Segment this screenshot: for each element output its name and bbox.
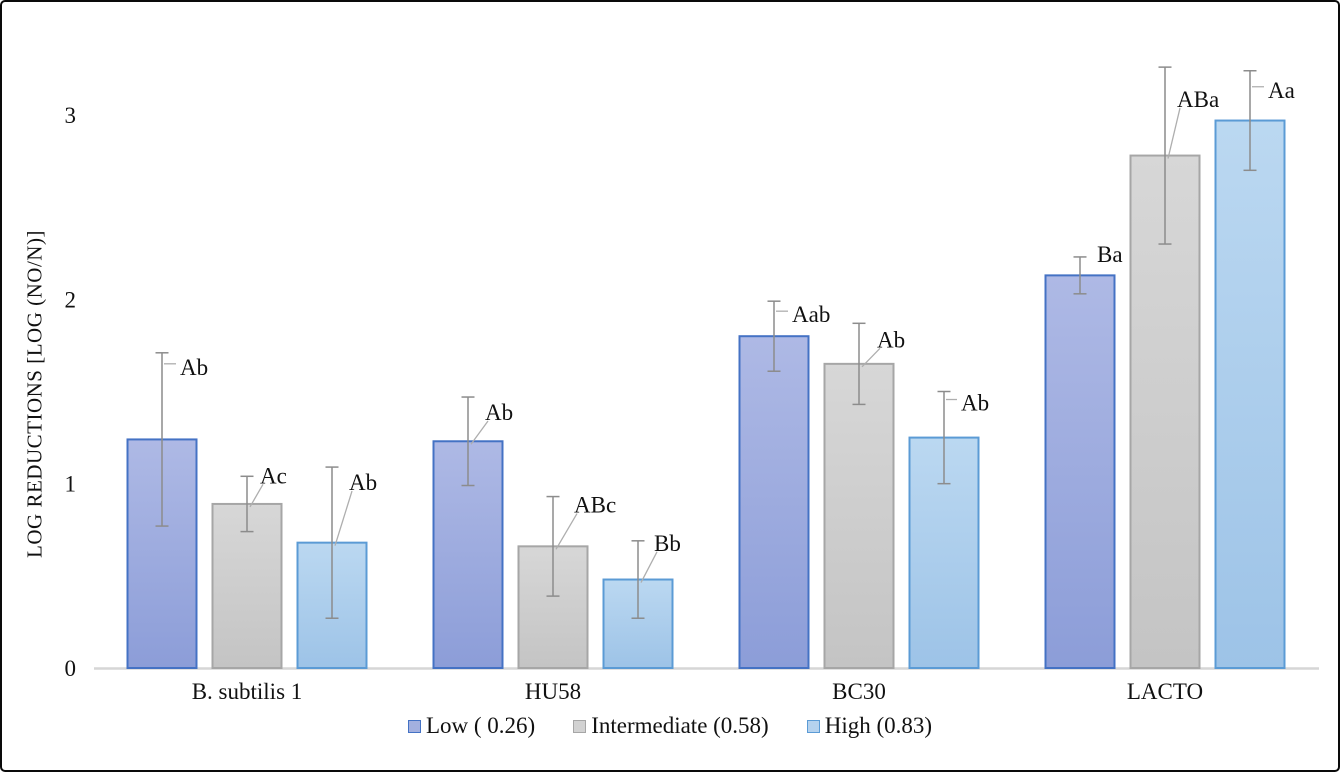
legend-item: High (0.83) xyxy=(806,713,933,739)
bar xyxy=(823,362,895,669)
bar xyxy=(602,578,674,670)
legend-marker-icon xyxy=(806,719,820,733)
annotation-leader-line xyxy=(861,347,881,368)
annotation-label: Bb xyxy=(654,531,681,556)
bar xyxy=(1044,274,1116,669)
leader-lines-layer xyxy=(164,86,1264,583)
annotation-label: Ab xyxy=(180,355,208,380)
annotation-label: Ab xyxy=(349,470,377,495)
legend-marker-icon xyxy=(407,719,421,733)
y-tick-label: 3 xyxy=(65,103,77,128)
legend-item: Intermediate (0.58) xyxy=(573,713,769,739)
annotation-leader-line xyxy=(640,551,658,583)
category-label: HU58 xyxy=(525,679,581,704)
y-tick-label: 2 xyxy=(65,287,77,312)
annotation-leader-line xyxy=(334,490,353,546)
annotations-layer: Ab Ac Ab Ab ABc Bb Aab Ab Ab Ba ABa Aa xyxy=(180,78,1295,556)
legend: Low ( 0.26) Intermediate (0.58) High (0.83… xyxy=(2,713,1338,739)
annotation-leader-line xyxy=(1167,107,1181,159)
legend-marker-icon xyxy=(573,719,587,733)
legend-item: Low ( 0.26) xyxy=(407,713,536,739)
annotation-label: Ba xyxy=(1097,242,1123,267)
category-label: B. subtilis 1 xyxy=(192,679,303,704)
y-axis-title: LOG REDUCTIONS [LOG (NO/N)] xyxy=(22,230,47,558)
annotation-leader-line xyxy=(555,513,578,550)
bar xyxy=(1214,119,1286,669)
annotation-label: ABc xyxy=(574,493,616,518)
annotation-label: ABa xyxy=(1177,87,1219,112)
annotation-label: Ab xyxy=(877,327,905,352)
annotation-label: Aa xyxy=(1268,78,1295,103)
bar xyxy=(738,335,810,669)
bars-layer xyxy=(126,119,1286,670)
annotation-label: Aab xyxy=(792,302,830,327)
annotation-label: Ab xyxy=(485,400,513,425)
category-label: LACTO xyxy=(1127,679,1203,704)
y-tick-label: 0 xyxy=(65,656,77,681)
legend-label: High (0.83) xyxy=(824,713,933,738)
annotation-label: Ab xyxy=(961,391,989,416)
annotation-leader-line xyxy=(470,420,489,445)
error-bars-layer xyxy=(155,66,1257,619)
category-label: BC30 xyxy=(832,679,886,704)
annotation-leader-line xyxy=(249,483,264,508)
y-tick-label: 1 xyxy=(65,472,77,497)
legend-label: Low ( 0.26) xyxy=(425,713,536,738)
legend-label: Intermediate (0.58) xyxy=(591,713,769,738)
annotation-label: Ac xyxy=(260,463,287,488)
